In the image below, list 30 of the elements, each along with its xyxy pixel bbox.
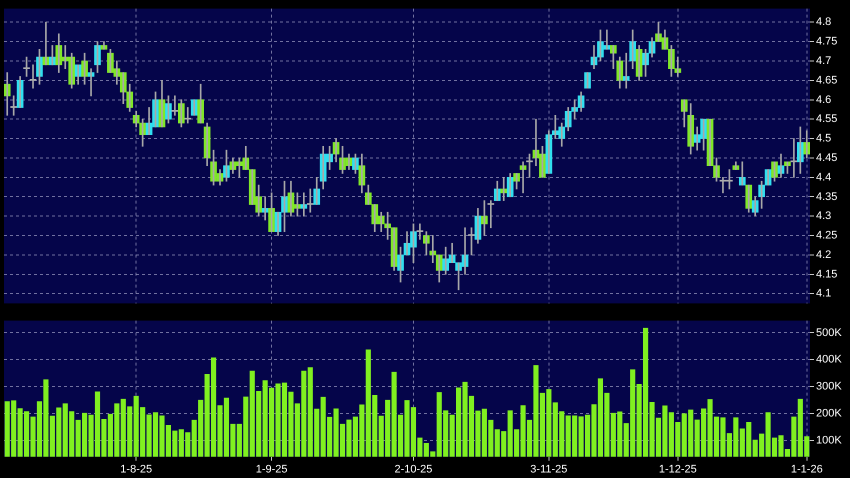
y-tick-label: 500K [816,326,842,339]
x-tick-label: 2-10-25 [394,463,432,476]
y-tick-label: 4.5 [816,132,832,145]
y-tick-label: 300K [816,380,842,393]
y-tick-label: 4.35 [816,190,838,203]
y-tick-label: 4.75 [816,36,838,48]
y-tick-label: 400K [816,354,842,366]
y-tick-label: 100K [816,434,842,447]
y-tick-label: 4.6 [816,94,832,106]
y-tick-label: 4.15 [816,268,838,280]
x-tick-label: 1-1-26 [790,463,823,476]
y-tick-label: 4.3 [816,210,832,222]
y-tick-label: 4.7 [816,54,832,67]
x-tick-label: 1-9-25 [256,463,288,476]
x-tick-label: 3-11-25 [530,463,568,476]
candlestick [306,188,314,213]
candlestick [190,99,198,116]
x-tick-label: 1-12-25 [658,463,697,476]
y-tick-label: 200K [816,408,842,420]
y-tick-label: 4.2 [816,248,832,261]
y-tick-label: 4.1 [816,288,832,300]
y-tick-label: 4.4 [816,171,832,184]
x-tick-label: 1-8-25 [120,463,152,476]
y-tick-label: 4.45 [816,152,838,164]
y-tick-label: 4.8 [816,16,832,28]
candlestick [584,72,591,88]
y-tick-label: 4.65 [816,74,838,86]
y-tick-label: 4.55 [816,113,838,126]
y-tick-label: 4.25 [816,230,838,242]
candlestick [10,96,17,116]
